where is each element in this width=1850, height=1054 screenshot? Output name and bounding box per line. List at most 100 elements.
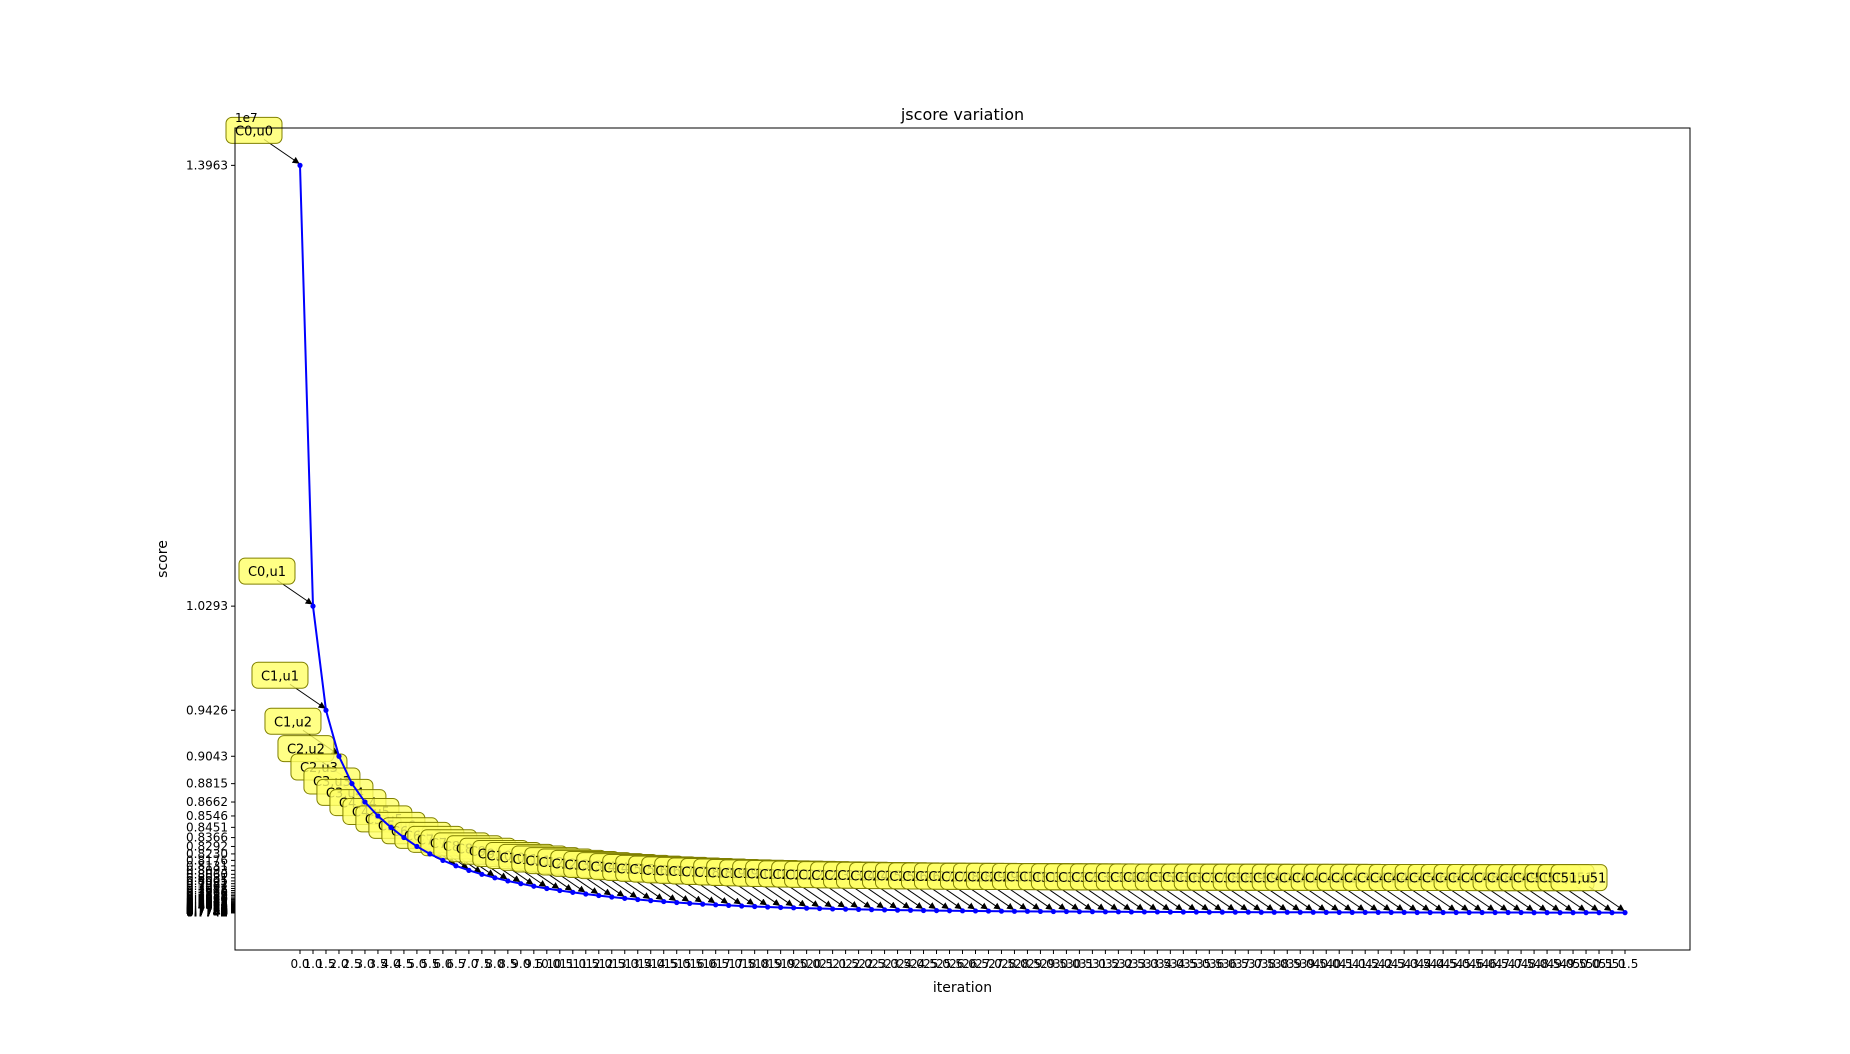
data-point [414, 843, 420, 850]
data-point [855, 906, 862, 912]
x-tick-label: 4.0 [381, 957, 400, 971]
data-point [1505, 909, 1511, 916]
x-tick-label: 48.0 [1521, 957, 1548, 971]
data-point [518, 881, 524, 887]
chart-title: jscore variation [900, 105, 1024, 124]
y-tick-label: 0.7742 [186, 906, 228, 920]
data-point [842, 906, 849, 912]
data-point [427, 851, 433, 857]
x-tick-label: 37.0 [1235, 957, 1262, 971]
data-point [349, 781, 355, 787]
y-tick-label: 0.7755 [186, 904, 228, 918]
data-point [907, 907, 914, 913]
data-point [661, 898, 667, 905]
data-point [1310, 909, 1316, 915]
x-tick-label: 12.5 [598, 957, 625, 971]
data-point [1089, 909, 1096, 915]
data-point [674, 899, 680, 906]
x-tick-label: 38.5 [1274, 957, 1301, 971]
y-tick-label: 0.7743 [186, 905, 228, 919]
data-point [1219, 909, 1225, 915]
data-point [1232, 909, 1238, 915]
data-point [829, 906, 836, 912]
y-tick-label: 0.7742 [186, 906, 228, 920]
annotation: C1,u2 [264, 707, 339, 755]
y-tick-label: 0.7741 [186, 906, 228, 920]
data-point [959, 908, 966, 914]
data-point [998, 908, 1005, 914]
y-tick-label: 0.7762 [186, 903, 228, 917]
data-point [1063, 908, 1070, 915]
x-tick-label: 43.5 [1404, 957, 1431, 971]
data-point [687, 900, 693, 906]
y-tick-label: 0.7747 [186, 905, 228, 919]
x-tick-label: 37.5 [1248, 957, 1275, 971]
x-tick-label: 24.5 [910, 957, 937, 971]
y-tick-label: 0.7742 [186, 906, 228, 920]
y-tick-label: 0.7781 [186, 901, 228, 915]
x-tick-label: 36.5 [1222, 957, 1249, 971]
x-tick-label: 50.5 [1586, 957, 1613, 971]
y-tick-label: 0.7745 [186, 905, 228, 919]
data-point [894, 907, 901, 913]
annotation-label: C1,u1 [261, 669, 299, 684]
y-tick-label: 0.8060 [186, 867, 228, 881]
x-tick-label: 43.0 [1391, 957, 1418, 971]
data-point [557, 887, 563, 894]
x-tick-label: 30.5 [1066, 957, 1093, 971]
y-tick-label: 0.7812 [186, 897, 228, 911]
data-point [1141, 909, 1147, 915]
data-point [1492, 909, 1498, 916]
x-tick-label: 39.5 [1300, 957, 1327, 971]
y-tick-label: 0.7749 [186, 905, 228, 919]
x-tick-label: 21.5 [832, 957, 859, 971]
y-tick-label: 0.7756 [186, 904, 228, 918]
data-point [570, 889, 576, 895]
y-tick-label: 0.7741 [186, 906, 228, 920]
y-tick-label: 0.7770 [186, 902, 228, 916]
x-tick-label: 2.5 [342, 957, 361, 971]
data-point [1518, 909, 1524, 916]
x-tick-label: 29.0 [1027, 957, 1054, 971]
y-tick-label: 0.7860 [186, 891, 228, 905]
data-point [713, 902, 719, 908]
data-point [1427, 909, 1433, 916]
y-tick-label: 0.7761 [186, 903, 228, 917]
x-tick-label: 47.0 [1495, 957, 1522, 971]
y-tick-label: 0.7744 [186, 905, 228, 919]
y-tick-label: 0.7778 [186, 901, 228, 915]
data-point [1076, 909, 1083, 915]
data-point [323, 707, 329, 713]
y-tick-label: 0.7833 [186, 895, 228, 909]
y-tick-label: 0.9043 [186, 749, 228, 763]
data-point [609, 894, 615, 900]
data-point [1102, 909, 1108, 915]
y-tick-label: 0.7743 [186, 905, 228, 919]
y-tick-label: 0.7883 [186, 889, 228, 903]
x-tick-label: 19.5 [780, 957, 807, 971]
x-tick-label: 14.0 [637, 957, 664, 971]
data-point [453, 863, 459, 869]
data-point [1570, 910, 1576, 916]
y-tick-label: 0.7741 [186, 906, 228, 920]
data-point [1388, 909, 1394, 915]
y-tick-label: 0.7742 [186, 906, 228, 920]
data-point [1453, 909, 1459, 916]
y-tick-label: 0.8815 [186, 777, 228, 791]
x-tick-label: 15.5 [676, 957, 703, 971]
x-tick-label: 32.0 [1105, 957, 1132, 971]
data-point [583, 891, 589, 897]
x-tick-label: 24.0 [897, 957, 924, 971]
y-tick-label: 0.7745 [186, 905, 228, 919]
y-tick-label: 0.7818 [186, 896, 228, 910]
data-point [479, 871, 485, 877]
data-point [1297, 909, 1303, 915]
x-tick-label: 34.0 [1157, 957, 1184, 971]
x-tick-label: 27.0 [975, 957, 1002, 971]
y-tick-label: 0.7741 [186, 906, 228, 920]
y-tick-label: 0.7744 [186, 905, 228, 919]
x-tick-label: 4.5 [394, 957, 413, 971]
x-tick-label: 3.5 [368, 957, 387, 971]
data-point [1323, 909, 1329, 915]
x-tick-label: 6.5 [446, 957, 465, 971]
